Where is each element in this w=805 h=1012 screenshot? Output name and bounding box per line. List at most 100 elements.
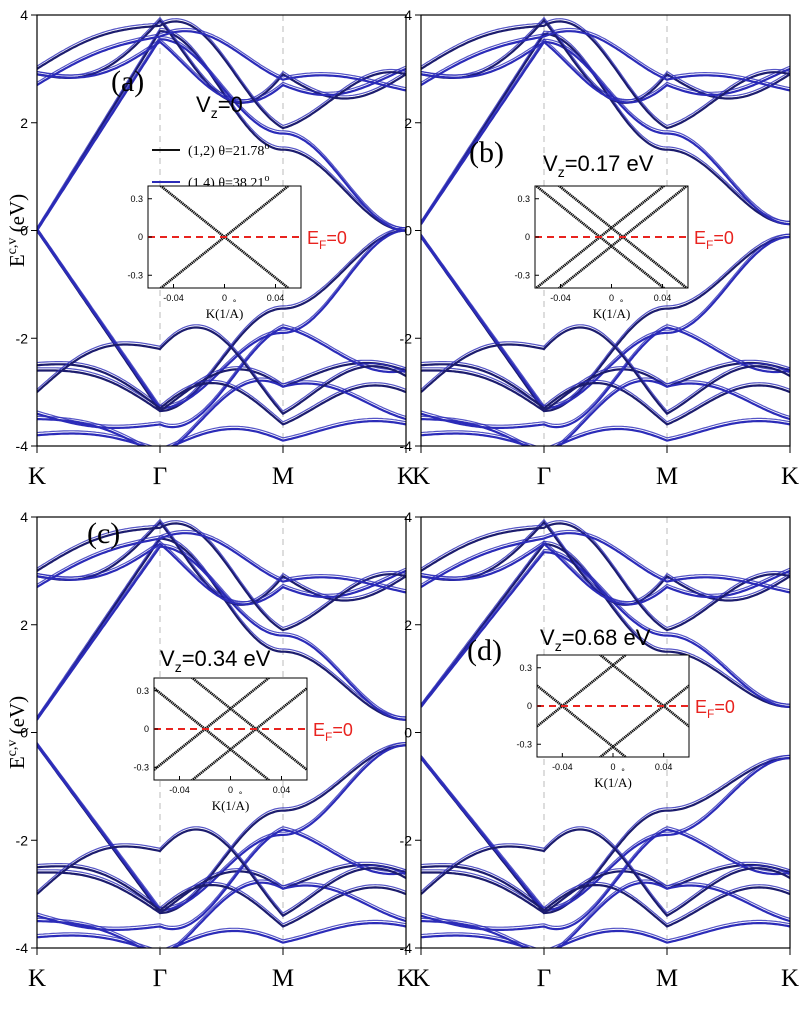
vz-annotation: Vz=0	[196, 92, 243, 121]
inset-dirac-line	[154, 678, 271, 771]
inset-x-tick-label: -0.04	[552, 762, 573, 772]
band-curve	[37, 30, 406, 232]
k-point-label: K	[412, 463, 430, 490]
band-curve-pair	[421, 548, 790, 705]
band-curve	[37, 40, 406, 104]
inset-angstrom-ring: °	[239, 790, 243, 800]
band-curve	[37, 361, 406, 413]
inset-x-title-end: )	[245, 798, 249, 813]
inset-dirac-line	[557, 186, 688, 288]
y-tick-label: 2	[404, 115, 412, 131]
inset-x-title-angstrom: A	[617, 306, 627, 321]
vz-rest: =0.34 eV	[182, 646, 271, 671]
y-tick-label: -4	[16, 438, 29, 454]
band-curve-pair	[421, 861, 790, 912]
k-point-label: M	[272, 463, 294, 490]
band-curve-pair	[37, 417, 406, 446]
band-curve	[37, 420, 406, 446]
band-curve-pair	[421, 754, 790, 909]
inset-x-tick-label: 0	[610, 762, 615, 772]
band-curve-pair	[37, 227, 406, 407]
band-curve-pair	[37, 861, 406, 912]
fermi-label-sub: F	[325, 730, 332, 744]
inset-y-tick-label: -0.3	[127, 270, 143, 280]
y-tick-label: -2	[16, 330, 29, 346]
k-point-label: M	[656, 965, 678, 992]
band-curve	[37, 744, 406, 912]
band-curve	[37, 30, 406, 92]
vz-sub: z	[555, 638, 562, 654]
band-curve-pair	[37, 742, 406, 909]
y-axis-title: Ec,v (eV)	[5, 696, 29, 769]
k-point-label: Γ	[537, 463, 551, 490]
fermi-level-label: EF=0	[313, 720, 353, 744]
inset-y-tick-label: 0	[527, 701, 532, 711]
band-curve	[421, 522, 790, 632]
band-curve	[421, 32, 790, 226]
band-lines	[37, 518, 406, 948]
inset-x-tick-label: 0.04	[655, 762, 673, 772]
inset-x-title-end: )	[627, 775, 631, 790]
band-curve-pair	[37, 36, 406, 229]
y-tick-label: 0	[404, 223, 412, 239]
y-tick-label: 4	[404, 7, 412, 23]
band-curve-pair	[421, 529, 790, 591]
inset-y-tick-label: 0	[525, 232, 530, 242]
y-tick-label: 2	[20, 115, 28, 131]
inset-y-tick-label: -0.3	[133, 762, 149, 772]
inset-x-title-main: K(1/	[593, 306, 617, 321]
inset-x-tick-label: 0	[222, 293, 227, 303]
legend-degree-sign: o	[264, 141, 269, 152]
inset-x-tick-label: 0.04	[273, 785, 291, 795]
band-curve	[421, 20, 790, 130]
band-curve-pair	[37, 826, 406, 914]
k-point-label: M	[272, 965, 294, 992]
band-lines	[421, 16, 790, 446]
inset-plot: 0.3 0 -0.3 -0.04 0 0.04 K(1/A)° EF=0	[127, 185, 347, 321]
inset-dirac-line	[190, 678, 307, 771]
y-tick-label: -2	[400, 832, 413, 848]
y-tick-label: -4	[400, 438, 413, 454]
y-tick-label: -2	[16, 832, 29, 848]
legend-entry: (1,2) θ=21.78o	[188, 141, 269, 159]
band-curve	[421, 828, 790, 931]
y-tick-label: 0	[404, 725, 412, 741]
vz-annotation: Vz=0.34 eV	[160, 646, 271, 675]
band-curve	[421, 881, 790, 948]
inset-dirac-lines	[154, 678, 307, 780]
band-curve	[37, 828, 406, 918]
vz-main: V	[160, 646, 175, 671]
band-curve	[421, 361, 790, 413]
panel-label: (b)	[469, 136, 504, 169]
k-point-label: K	[781, 965, 799, 992]
band-curve	[37, 326, 406, 429]
inset-dirac-line	[158, 186, 291, 288]
inset-dirac-line	[158, 186, 291, 288]
y-axis-title-rest: (eV)	[5, 194, 29, 238]
band-curve	[37, 542, 406, 606]
inset-x-tick-label: -0.04	[169, 785, 190, 795]
y-tick-label: 4	[404, 509, 412, 525]
inset-x-title-angstrom: A	[230, 306, 240, 321]
fermi-label-rest: =0	[714, 697, 735, 717]
inset-x-tick-label: 0.04	[267, 293, 285, 303]
inset-x-tick-label: 0	[228, 785, 233, 795]
fermi-label-sub: F	[319, 238, 326, 252]
fermi-label-main: E	[307, 228, 319, 248]
inset-angstrom-ring: °	[620, 298, 624, 308]
band-curve-pair	[421, 377, 790, 446]
inset-angstrom-ring: °	[233, 298, 237, 308]
band-curve	[421, 757, 790, 912]
k-point-label: Γ	[153, 463, 167, 490]
vz-main: V	[540, 625, 555, 650]
band-curve	[421, 40, 790, 104]
y-axis-title-main: E	[5, 254, 29, 267]
band-curve	[421, 922, 790, 948]
band-curve	[37, 20, 406, 130]
band-curve	[37, 379, 406, 446]
band-curve-pair	[37, 919, 406, 948]
band-curve	[421, 40, 790, 226]
panel-label: (d)	[467, 634, 502, 667]
inset-x-tick-label: -0.04	[550, 293, 571, 303]
band-curve-pair	[421, 520, 790, 629]
